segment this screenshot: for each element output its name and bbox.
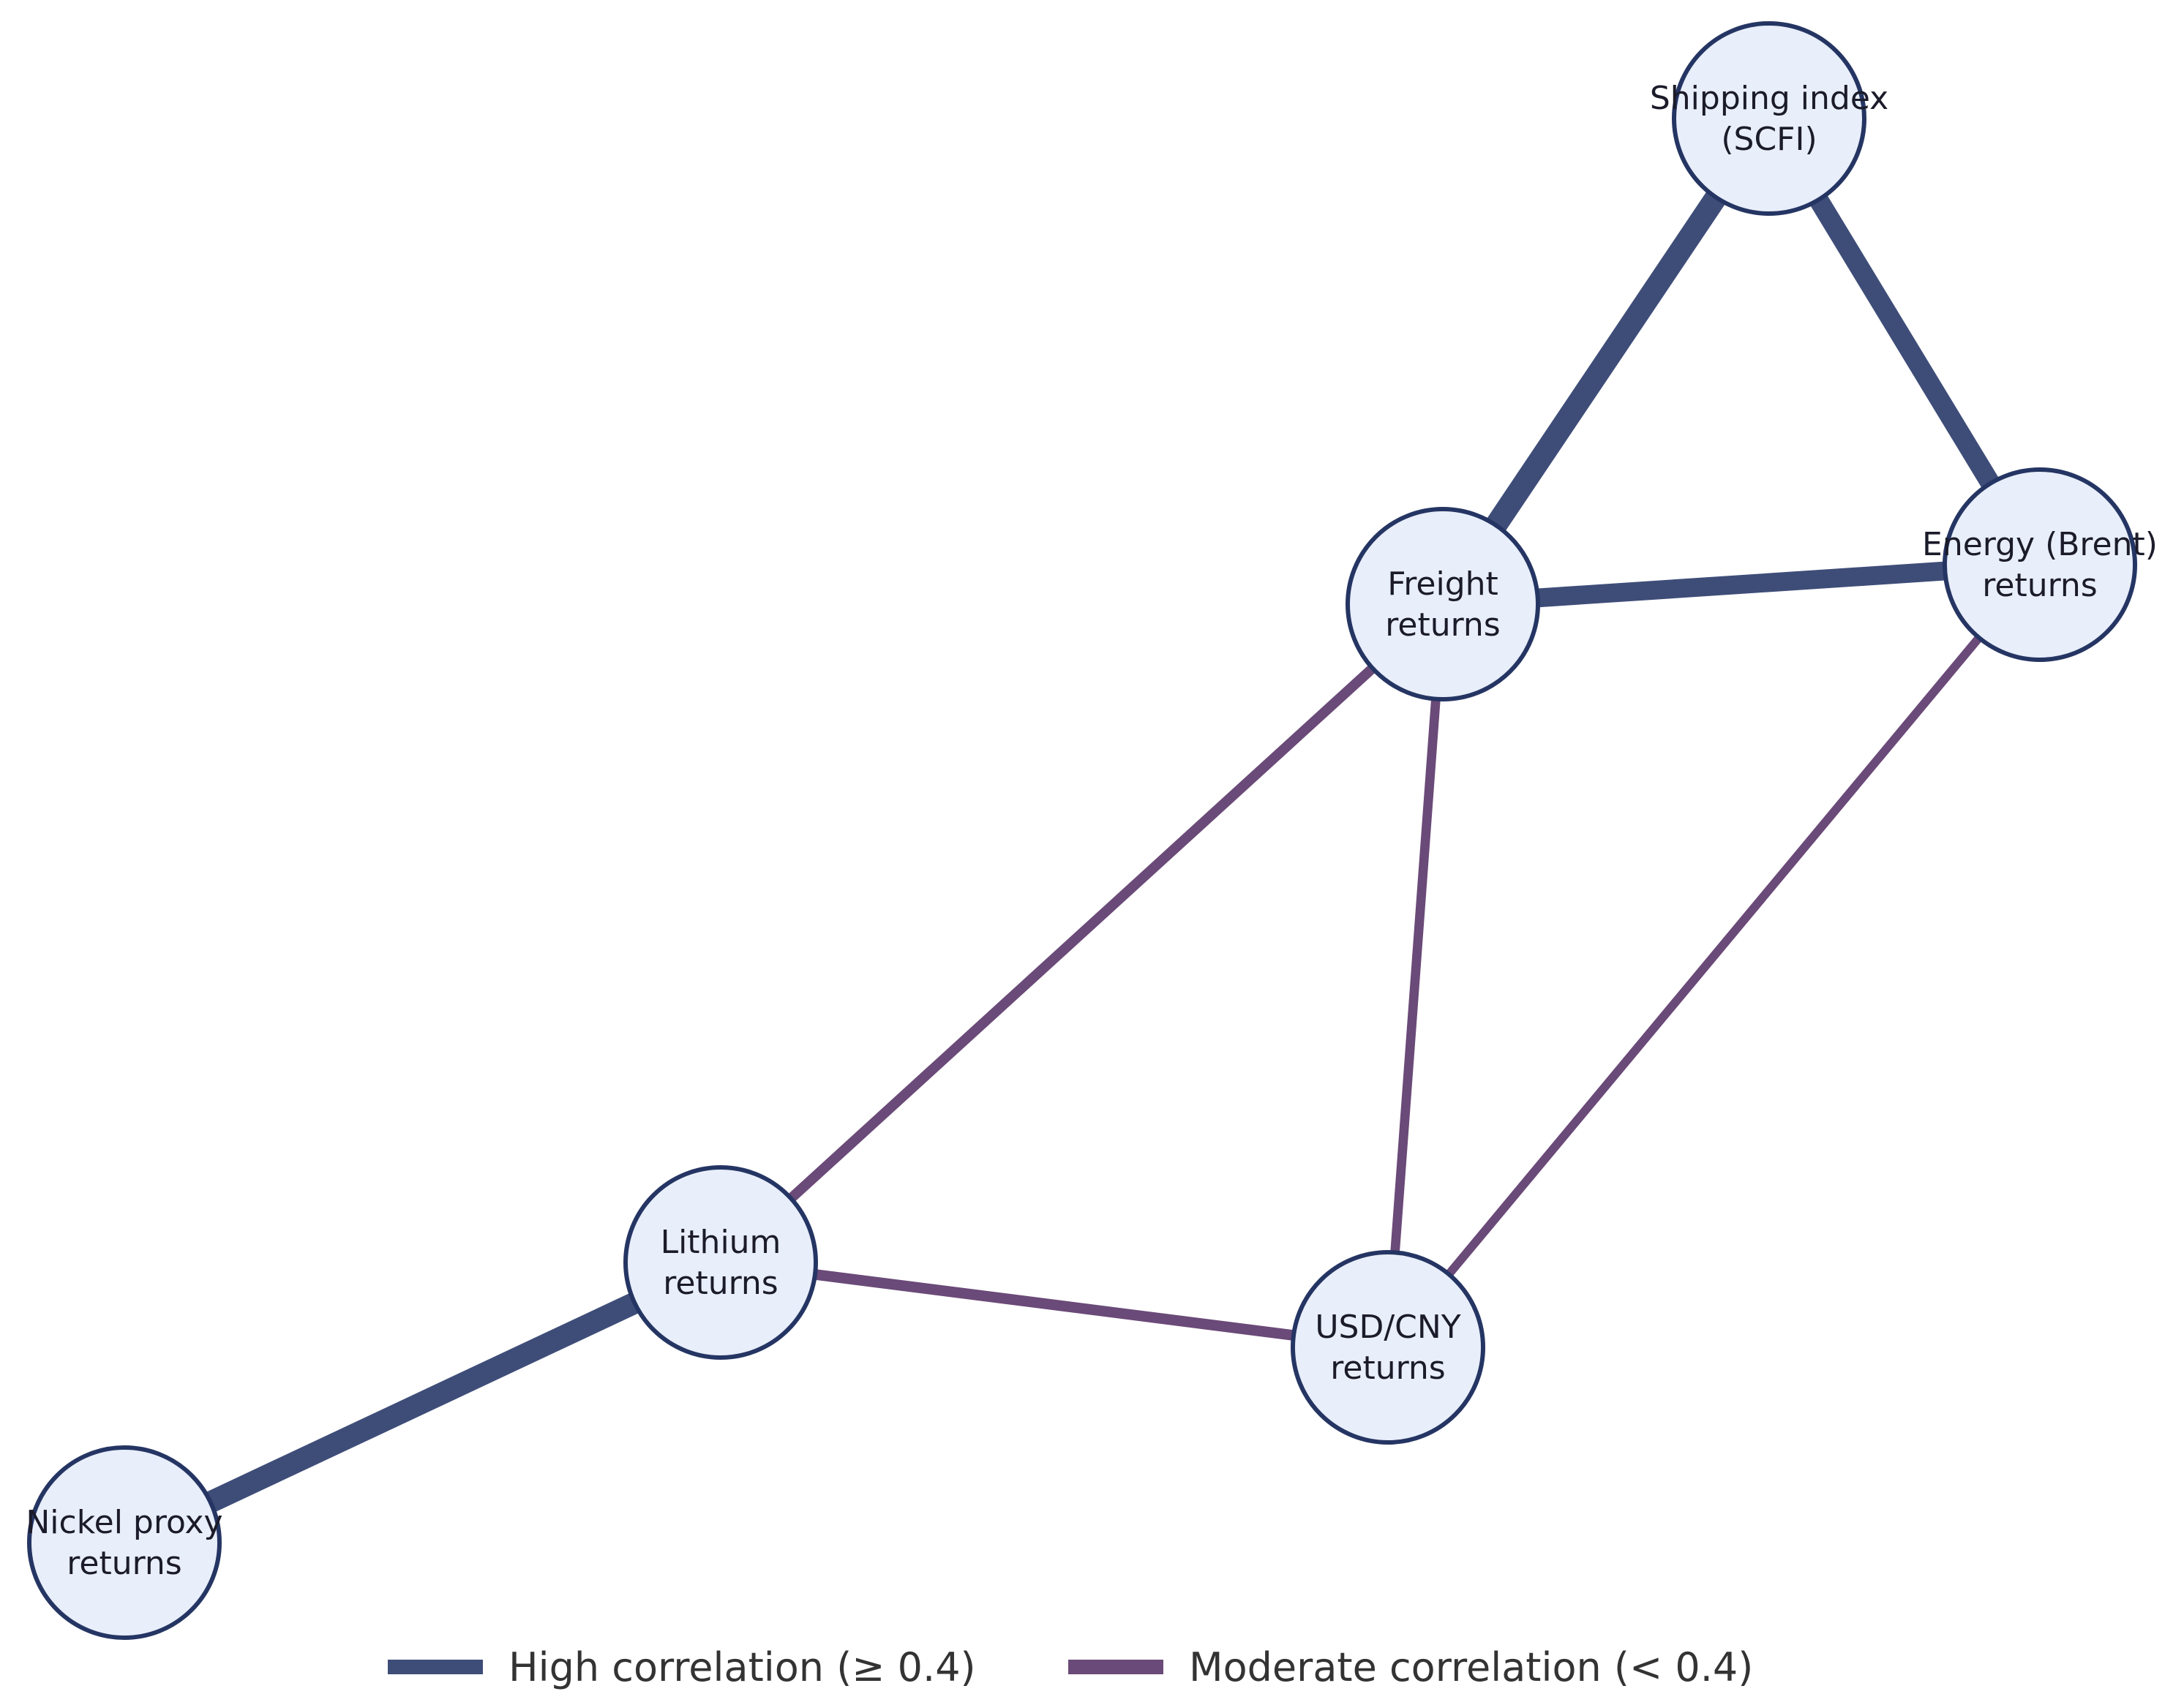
node-circle-scfi xyxy=(1672,21,1866,216)
legend-moderate-label: Moderate correlation (< 0.4) xyxy=(1189,1644,1753,1690)
node-label-line: Shipping index xyxy=(1650,80,1888,117)
node-label-line: returns xyxy=(663,1265,778,1302)
node-circle-freight xyxy=(1346,507,1540,701)
node-nickel: Nickel proxy returns xyxy=(26,1445,223,1640)
node-label-line: returns xyxy=(1982,567,2097,604)
node-label-line: returns xyxy=(67,1545,181,1582)
node-circle-nickel xyxy=(27,1445,222,1640)
node-scfi: Shipping index (SCFI) xyxy=(1650,21,1888,216)
node-circle-brent xyxy=(1943,467,2137,662)
node-freight: Freight returns xyxy=(1346,507,1540,701)
nodes-layer: Shipping index (SCFI) Energy (Brent) return… xyxy=(26,21,2158,1640)
node-lithium: Lithium returns xyxy=(623,1165,818,1360)
edge-lithium-nickel xyxy=(119,1252,726,1553)
node-label-line: (SCFI) xyxy=(1721,121,1817,158)
legend: High correlation (≥ 0.4) Moderate correl… xyxy=(388,1644,1753,1690)
edge-lithium-usdcny xyxy=(720,1257,1389,1353)
node-label-line: Nickel proxy xyxy=(26,1504,222,1541)
edge-freight-brent xyxy=(1442,555,2041,614)
node-label-freight: Freight returns xyxy=(1385,565,1500,644)
node-label-usdcny: USD/CNY returns xyxy=(1315,1309,1460,1387)
node-circle-usdcny xyxy=(1291,1250,1485,1445)
node-label-brent: Energy (Brent) returns xyxy=(1922,526,2158,604)
node-label-line: returns xyxy=(1330,1350,1445,1387)
node-label-line: Energy (Brent) xyxy=(1922,526,2158,563)
node-label-line: Freight xyxy=(1387,565,1498,603)
node-label-lithium: Lithium returns xyxy=(661,1224,781,1302)
node-brent: Energy (Brent) returns xyxy=(1922,467,2158,662)
edge-freight-usdcny xyxy=(1383,603,1448,1348)
node-label-scfi: Shipping index (SCFI) xyxy=(1650,80,1888,158)
edge-brent-usdcny xyxy=(1384,562,2044,1350)
node-usdcny: USD/CNY returns xyxy=(1291,1250,1485,1445)
node-label-nickel: Nickel proxy returns xyxy=(26,1504,222,1582)
node-label-line: Lithium xyxy=(661,1224,781,1261)
edge-scfi-freight xyxy=(1433,112,1779,611)
node-label-line: USD/CNY xyxy=(1315,1309,1460,1346)
edge-freight-lithium xyxy=(717,600,1446,1267)
node-label-line: returns xyxy=(1385,606,1500,644)
legend-high-label: High correlation (≥ 0.4) xyxy=(509,1644,976,1690)
node-circle-lithium xyxy=(623,1165,818,1360)
